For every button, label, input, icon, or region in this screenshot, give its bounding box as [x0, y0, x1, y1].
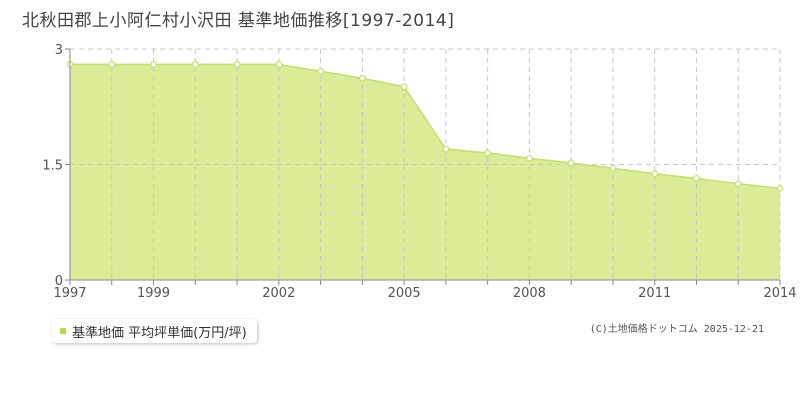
- x-tick-label: 2008: [513, 286, 546, 300]
- area-fill: [70, 64, 780, 281]
- y-tick-label: 3: [55, 43, 63, 58]
- credit-text: (C)土地価格ドットコム 2025-12-21: [589, 324, 764, 335]
- data-point: [567, 159, 575, 167]
- data-point: [150, 61, 157, 68]
- data-point: [108, 61, 116, 68]
- data-point: [317, 67, 324, 75]
- x-tick-label: 1999: [137, 286, 170, 300]
- chart-plot: 0 1.5 3 1997 1999 2002 2005 2008 2011 2014: [42, 43, 796, 300]
- legend-label: 基準地価 平均坪単価(万円/坪): [72, 325, 247, 341]
- chart-title: 北秋田郡上小阿仁村小沢田 基準地価推移[1997-2014]: [22, 11, 455, 31]
- data-point: [693, 174, 700, 182]
- data-point: [776, 184, 784, 192]
- data-point: [191, 61, 199, 68]
- series-line: [70, 63, 781, 190]
- data-point: [275, 61, 283, 68]
- x-tick-label: 2005: [388, 286, 421, 300]
- legend-swatch: [60, 328, 66, 334]
- x-tick-label: 2011: [638, 286, 671, 300]
- data-point: [734, 180, 742, 188]
- data-point: [400, 83, 408, 91]
- data-point: [651, 170, 659, 178]
- data-point: [609, 164, 617, 172]
- data-point: [526, 154, 533, 162]
- x-tick-label: 1997: [53, 286, 86, 300]
- x-tick-label: 2002: [262, 286, 295, 300]
- data-point: [442, 145, 450, 153]
- data-point: [358, 74, 366, 82]
- data-point: [233, 61, 241, 68]
- legend: 基準地価 平均坪単価(万円/坪): [52, 319, 257, 343]
- y-tick-label: 0: [55, 274, 63, 289]
- data-point: [484, 149, 492, 157]
- x-tick-label: 2014: [763, 286, 796, 300]
- y-tick-label: 1.5: [42, 159, 63, 174]
